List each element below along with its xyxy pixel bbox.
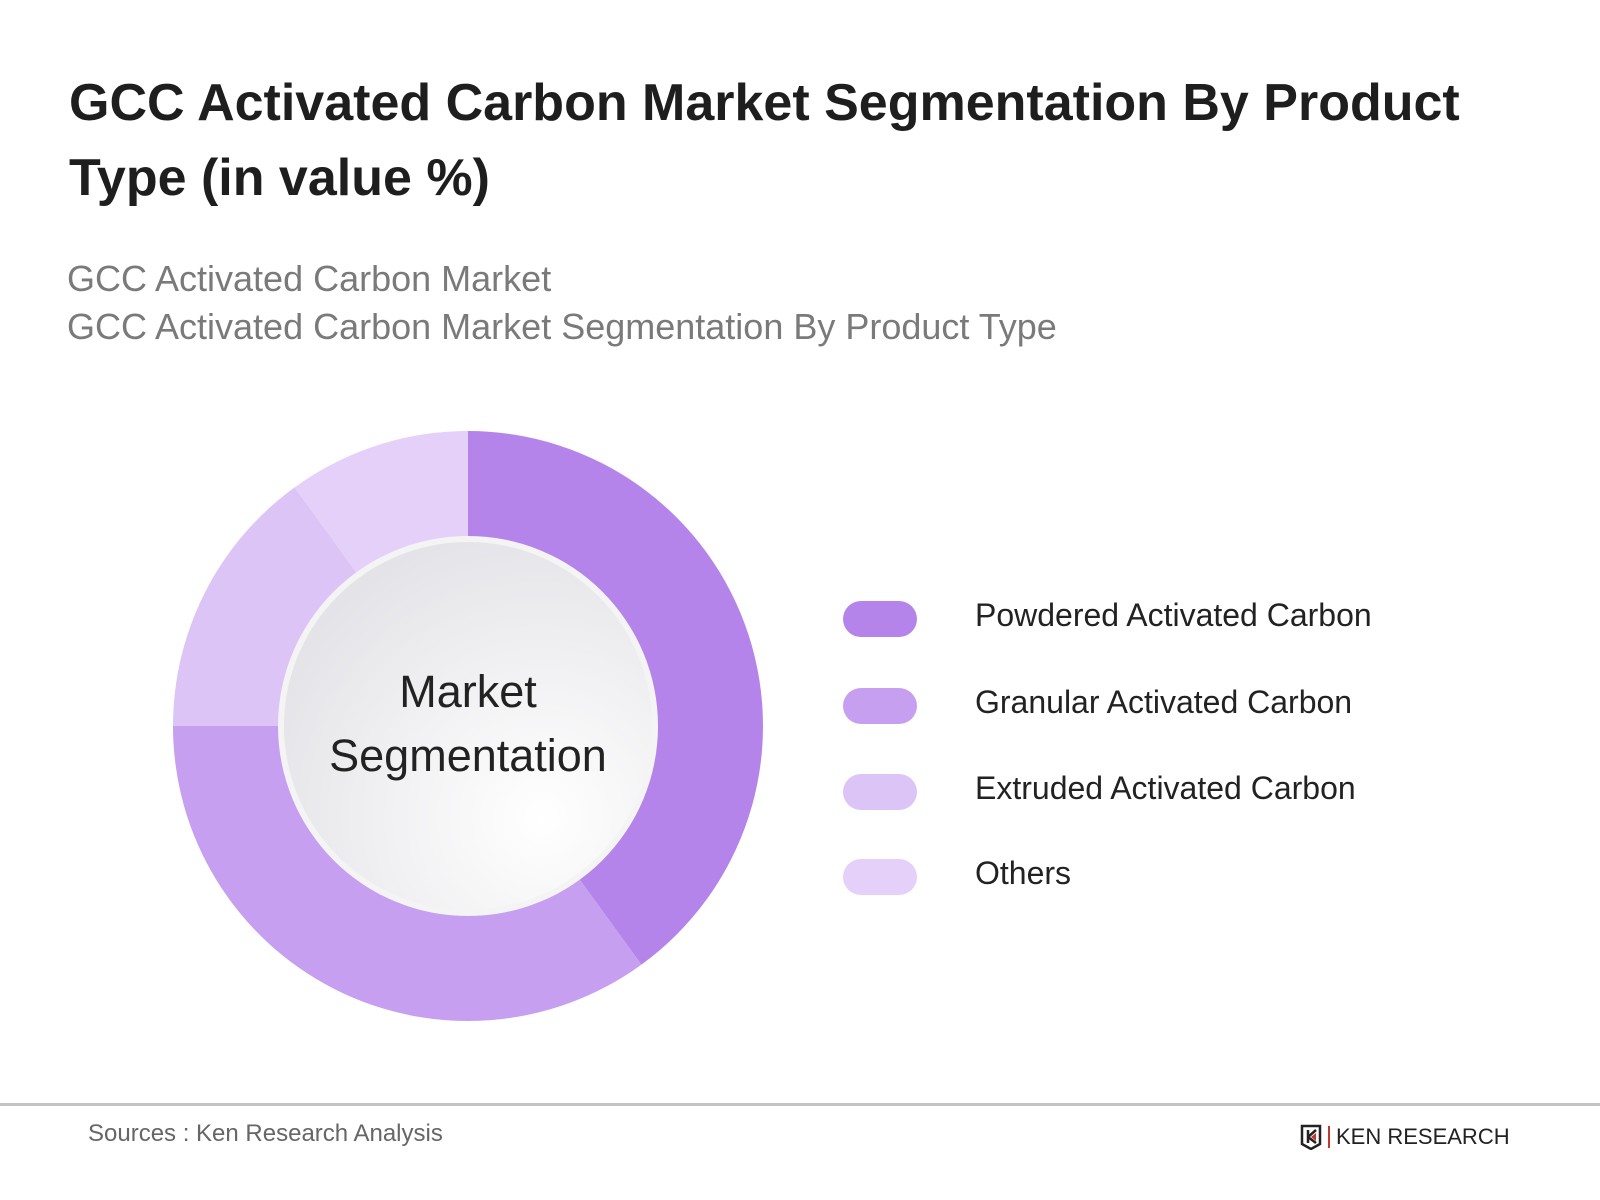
legend-swatch [843,774,917,810]
legend-label: Powdered Activated Carbon [975,597,1372,633]
legend-label: Extruded Activated Carbon [975,770,1356,806]
legend-label: Granular Activated Carbon [975,684,1353,720]
logo-shield-icon [1300,1124,1322,1150]
center-label: Market Segmentation [329,666,607,781]
slice-powdered-activated-carbon [468,431,764,965]
legend-swatch [843,859,917,895]
chart-title: GCC Activated Carbon Market Segmentation… [69,74,1460,207]
slice-others [294,431,468,577]
logo-separator [1328,1126,1330,1148]
source-note: Sources : Ken Research Analysis [88,1120,443,1147]
slice-extruded-activated-carbon [173,487,360,726]
slice-granular-activated-carbon [173,726,642,1022]
footer-divider [0,1103,1600,1106]
donut-hole [284,542,652,910]
ken-research-logo: KEN RESEARCH [1300,1124,1510,1150]
chart-subtitle-2: GCC Activated Carbon Market Segmentation… [67,306,1057,347]
legend-swatch [843,688,917,724]
legend-swatch [843,601,917,637]
legend-label: Others [975,855,1072,891]
logo-text: KEN RESEARCH [1336,1124,1510,1149]
chart-subtitle: GCC Activated Carbon Market [67,258,552,299]
